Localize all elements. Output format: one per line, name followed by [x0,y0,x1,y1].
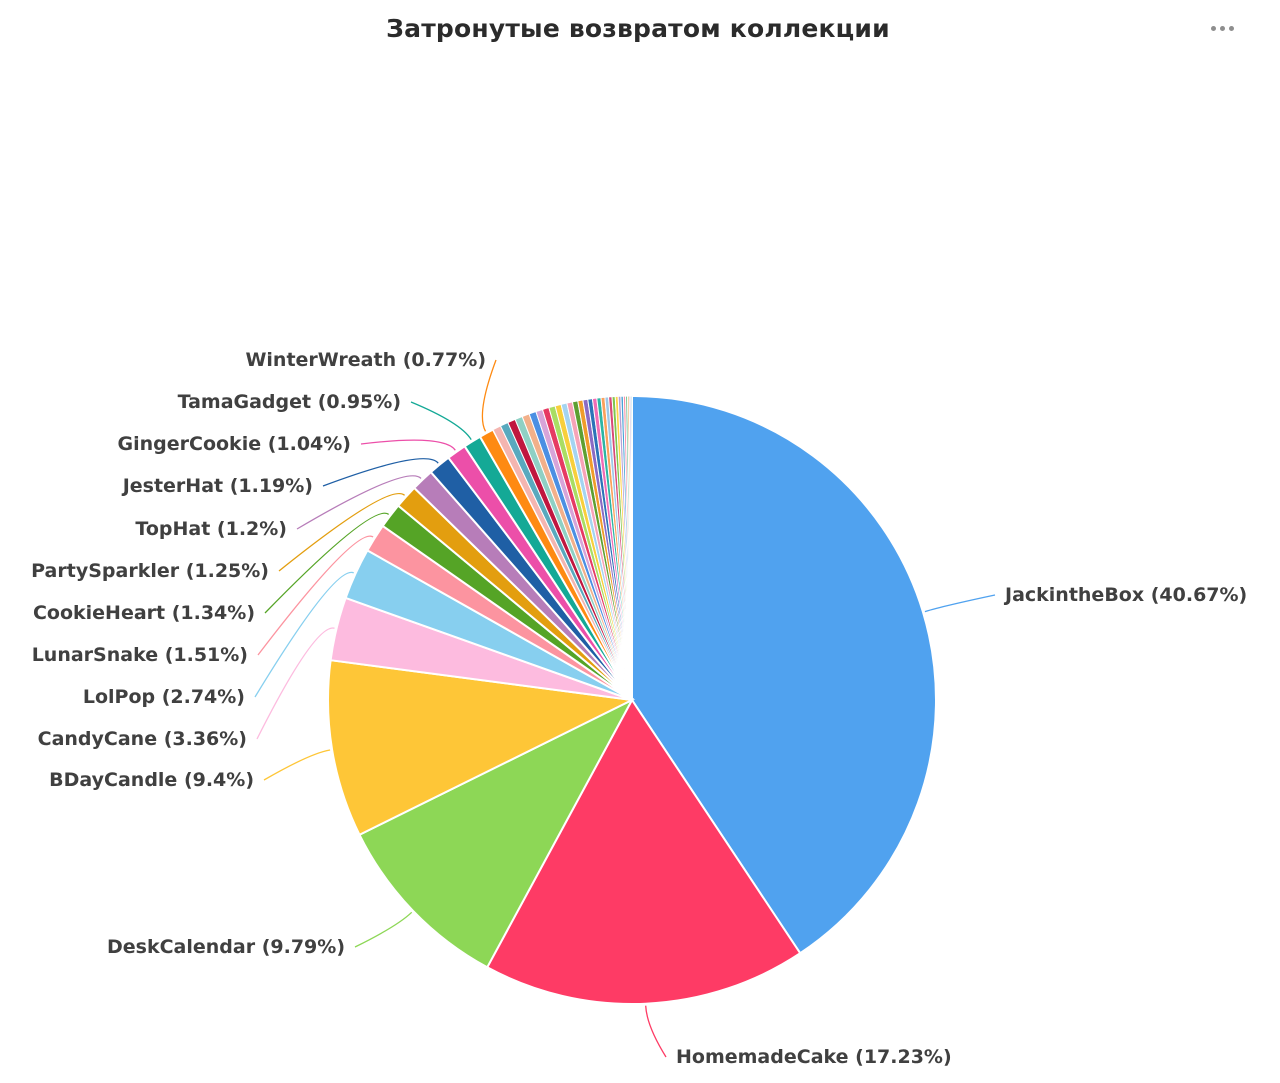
connector-line [322,458,439,487]
connector-line [924,594,996,613]
slice-label: BDayCandle (9.4%) [49,769,254,791]
connector-line [257,535,374,656]
slice-labels: JackintheBox (40.67%) HomemadeCake (17.23… [31,349,1247,1068]
slice-label: HomemadeCake (17.23%) [676,1046,952,1068]
pie-slice[interactable] [358,697,635,969]
slice-label: CandyCane (3.36%) [38,728,247,750]
slice-label: JackintheBox (40.67%) [1003,584,1247,606]
slice-label: TamaGadget (0.95%) [178,391,401,413]
connector-line [645,1005,667,1058]
slice-label: TopHat (1.2%) [135,518,287,540]
slice-label: JesterHat (1.19%) [121,475,313,497]
connector-lines [254,359,996,1058]
more-dot [1210,25,1216,31]
connector-line [410,401,472,440]
slice-label: WinterWreath (0.77%) [245,349,486,371]
slice-label: LunarSnake (1.51%) [32,644,248,666]
slice-label: DeskCalendar (9.79%) [107,936,345,958]
chart-title: Затронутые возвратом коллекции [386,14,890,43]
pie-slices [327,394,937,1005]
connector-line [264,512,390,614]
pie-slice[interactable] [485,698,802,1005]
connector-line [254,571,354,698]
pie-slice-minor[interactable] [630,395,633,701]
slice-label: PartySparkler (1.25%) [31,560,269,582]
connector-line [296,475,422,530]
connector-line [278,492,406,572]
connector-line [256,627,335,740]
more-options-icon[interactable] [1202,12,1242,44]
connector-line [263,749,331,781]
slice-label: CookieHeart (1.34%) [33,602,255,624]
connector-line [360,439,456,451]
slice-label: GingerCookie (1.04%) [118,433,351,455]
pie-slice[interactable] [327,659,636,837]
more-dot [1219,25,1225,31]
slice-label: LolPop (2.74%) [83,686,245,708]
more-dot [1228,25,1234,31]
connector-line [354,911,413,948]
connector-line [481,359,497,432]
